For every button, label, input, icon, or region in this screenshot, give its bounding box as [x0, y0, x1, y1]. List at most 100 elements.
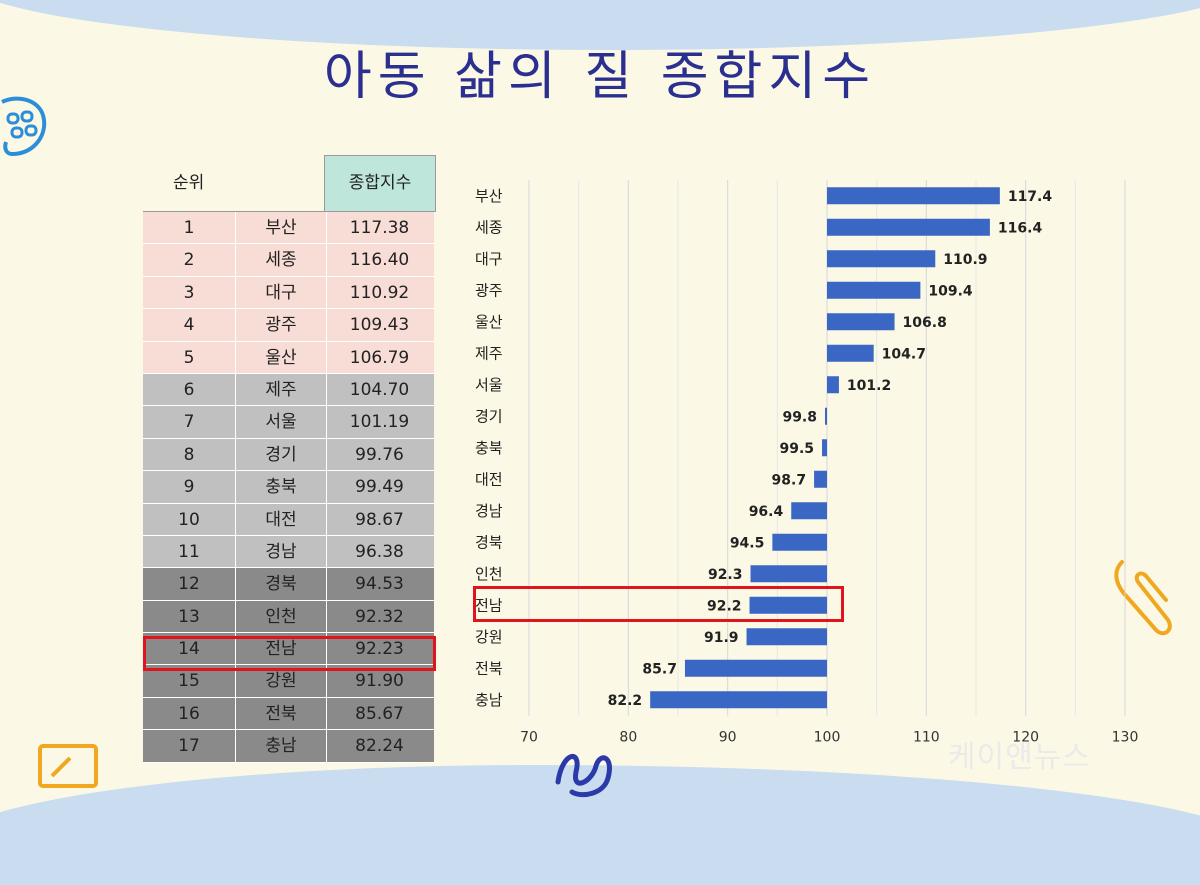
- bar-울산: [827, 313, 895, 331]
- index-cell: 109.43: [349, 315, 410, 336]
- category-label: 서울: [475, 376, 503, 394]
- table-row: 1 부산 117.38: [143, 212, 434, 245]
- category-label: 대전: [475, 470, 503, 488]
- table-row: 2 세종 116.40: [143, 244, 434, 277]
- x-tick-label: 70: [520, 730, 538, 746]
- data-label: 92.2: [707, 598, 742, 614]
- category-label: 충남: [475, 691, 503, 709]
- region-cell: 서울: [235, 406, 327, 439]
- rank-cell: 16: [178, 703, 200, 724]
- x-tick-label: 130: [1112, 730, 1139, 746]
- data-label: 85.7: [642, 661, 677, 677]
- palette-icon: [1, 96, 47, 157]
- bar-경기: [825, 407, 827, 425]
- index-cell: 92.32: [355, 606, 404, 627]
- index-cell: 96.38: [355, 541, 404, 562]
- region-cell: 인천: [235, 600, 327, 633]
- table-row: 11 경남 96.38: [143, 535, 434, 569]
- index-cell: 104.70: [349, 379, 410, 400]
- data-label: 98.7: [772, 472, 807, 488]
- header-index: 종합지수: [324, 155, 436, 212]
- rank-cell: 7: [183, 412, 195, 433]
- category-label: 경남: [475, 502, 503, 520]
- bar-부산: [827, 187, 1000, 205]
- category-label: 경기: [475, 407, 503, 425]
- bar-경남: [791, 502, 827, 520]
- category-label: 충북: [475, 439, 503, 457]
- index-cell: 106.79: [349, 347, 410, 368]
- watermark: 케이앤뉴스: [948, 740, 1091, 775]
- table-row: 6 제주 104.70: [143, 373, 434, 407]
- table-body: 1 부산 117.38 2 세종 116.40 3 대구 110.92 4 광주 109.43 5 울산 1…: [143, 212, 434, 763]
- table-row: 5 울산 106.79: [143, 341, 434, 374]
- data-label: 82.2: [608, 693, 643, 709]
- table-row: 12 경북 94.53: [143, 568, 434, 601]
- category-label: 전남: [475, 596, 503, 614]
- region-cell: 대전: [235, 503, 327, 536]
- category-label: 제주: [475, 344, 503, 362]
- x-tick-label: 90: [719, 730, 737, 746]
- index-cell: 99.49: [355, 477, 404, 498]
- index-cell: 116.40: [349, 250, 410, 271]
- index-cell: 99.76: [355, 444, 404, 465]
- bar-광주: [827, 281, 921, 299]
- region-cell: 광주: [235, 309, 327, 342]
- data-label: 96.4: [749, 504, 784, 520]
- bar-chart: 70 80 90 100 110 120 130 부산 117.4 세종 116.4 대구 110.9 광…: [475, 180, 1139, 746]
- data-label: 109.4: [928, 283, 973, 299]
- page-title: 아동 삶의 질 종합지수: [323, 47, 877, 107]
- category-label: 전북: [475, 659, 503, 677]
- data-label: 99.8: [782, 409, 817, 425]
- category-label: 인천: [475, 565, 503, 583]
- rank-cell: 2: [183, 250, 195, 271]
- bar-충북: [822, 439, 827, 457]
- table-header: 순위 종합지수: [143, 155, 436, 213]
- data-label: 110.9: [943, 252, 987, 268]
- region-cell: 충북: [235, 471, 327, 504]
- header-rank: 순위: [173, 173, 205, 193]
- category-label: 경북: [475, 533, 503, 551]
- scribble-icon: [555, 753, 612, 798]
- table-row: 3 대구 110.92: [143, 276, 434, 310]
- rank-cell: 6: [183, 379, 195, 400]
- data-label: 91.9: [704, 630, 739, 646]
- region-cell: 충남: [235, 730, 327, 763]
- bar-인천: [750, 565, 827, 583]
- rank-cell: 5: [183, 347, 195, 368]
- region-cell: 울산: [235, 341, 327, 374]
- x-tick-label: 100: [814, 730, 841, 746]
- data-label: 106.8: [903, 315, 947, 331]
- bar-충남: [650, 691, 827, 709]
- region-cell: 전북: [235, 697, 327, 730]
- data-label: 94.5: [730, 535, 765, 551]
- data-label: 92.3: [708, 567, 743, 583]
- rank-cell: 14: [178, 639, 200, 660]
- paperclip-icon: [1114, 560, 1172, 636]
- table-row: 7 서울 101.19: [143, 406, 434, 439]
- x-tick-label: 120: [1012, 730, 1039, 746]
- index-cell: 92.23: [355, 639, 404, 660]
- bar-서울: [827, 376, 839, 394]
- bar-대구: [827, 250, 936, 268]
- rank-cell: 11: [178, 541, 200, 562]
- table-row: 9 충북 99.49: [143, 471, 434, 504]
- category-label: 세종: [475, 218, 503, 236]
- region-cell: 강원: [235, 665, 327, 698]
- bar-대전: [814, 470, 827, 488]
- rank-cell: 4: [183, 315, 195, 336]
- rank-cell: 15: [178, 671, 200, 692]
- rank-cell: 3: [183, 282, 195, 303]
- region-cell: 전남: [235, 633, 327, 666]
- bar-경북: [772, 533, 827, 551]
- table-row: 13 인천 92.32: [143, 600, 434, 634]
- index-cell: 94.53: [355, 574, 404, 595]
- table-row: 8 경기 99.76: [143, 438, 434, 472]
- rank-cell: 8: [183, 444, 195, 465]
- region-cell: 경남: [235, 535, 327, 568]
- data-label: 117.4: [1008, 189, 1053, 205]
- region-cell: 경기: [235, 438, 327, 471]
- bar-강원: [746, 628, 827, 646]
- index-cell: 101.19: [349, 412, 410, 433]
- table-row: 4 광주 109.43: [143, 309, 434, 342]
- region-cell: 경북: [235, 568, 327, 601]
